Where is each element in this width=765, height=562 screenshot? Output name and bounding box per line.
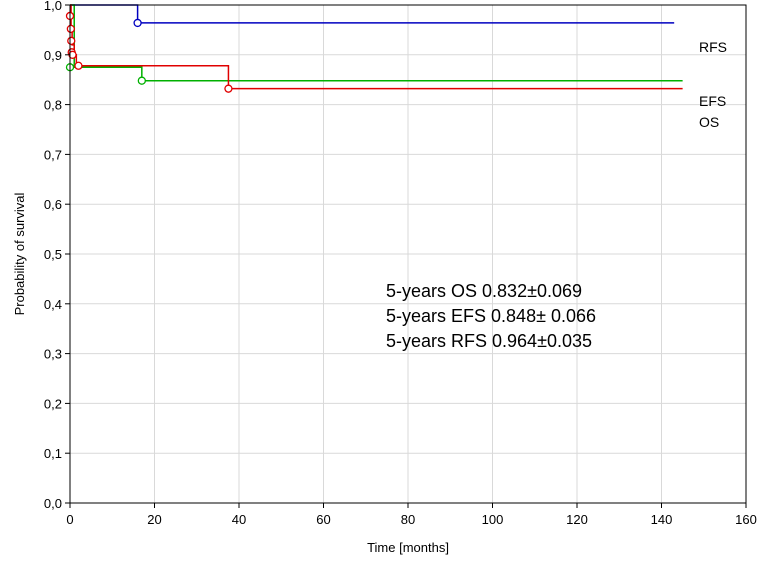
censor-mark-os <box>224 84 233 93</box>
censor-mark-os <box>74 61 83 70</box>
annotation-os: 5-years OS 0.832±0.069 <box>386 281 582 301</box>
y-tick-label: 0,6 <box>44 197 62 212</box>
annotation-rfs: 5-years RFS 0.964±0.035 <box>386 331 592 351</box>
series-label-os: OS <box>699 114 719 130</box>
x-tick-label: 140 <box>651 512 673 527</box>
y-tick-label: 0,5 <box>44 247 62 262</box>
series-label-rfs: RFS <box>699 39 727 55</box>
x-tick-label: 40 <box>232 512 246 527</box>
x-tick-label: 160 <box>735 512 757 527</box>
x-tick-label: 80 <box>401 512 415 527</box>
x-tick-label: 60 <box>316 512 330 527</box>
x-tick-label: 120 <box>566 512 588 527</box>
y-tick-label: 0,1 <box>44 446 62 461</box>
y-tick-label: 1,0 <box>44 0 62 13</box>
censor-mark-rfs <box>133 18 142 28</box>
censor-mark-efs <box>137 76 146 85</box>
censor-mark-os <box>66 24 75 34</box>
censor-mark-os <box>67 36 76 46</box>
y-tick-label: 0,2 <box>44 396 62 411</box>
y-tick-label: 0,9 <box>44 48 62 63</box>
x-axis-ticks: 0 20 40 60 80 100 120 140 160 <box>66 503 757 527</box>
y-tick-label: 0,8 <box>44 98 62 113</box>
y-tick-label: 0,0 <box>44 496 62 511</box>
x-tick-label: 0 <box>66 512 73 527</box>
y-tick-label: 0,4 <box>44 297 62 312</box>
y-axis-title: Probability of survival <box>12 192 27 315</box>
x-tick-label: 20 <box>147 512 161 527</box>
y-axis-ticks: 0,0 0,1 0,2 0,3 0,4 0,5 0,6 0,7 0,8 0,9 1,0 <box>44 0 70 511</box>
y-tick-label: 0,7 <box>44 147 62 162</box>
x-axis-title: Time [months] <box>367 540 449 555</box>
series-label-efs: EFS <box>699 93 726 109</box>
y-tick-label: 0,3 <box>44 347 62 362</box>
annotation-efs: 5-years EFS 0.848± 0.066 <box>386 306 596 326</box>
x-tick-label: 100 <box>482 512 504 527</box>
